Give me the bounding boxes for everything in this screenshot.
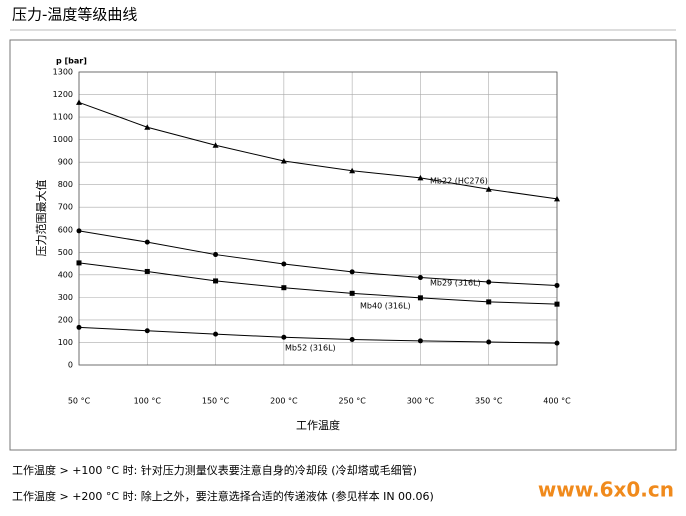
- x-tick-label: 150 °C: [202, 397, 230, 406]
- marker: [76, 228, 82, 234]
- y-tick-label: 500: [58, 248, 73, 257]
- marker: [486, 299, 492, 305]
- y-unit-label: p [bar]: [56, 57, 87, 66]
- chart-frame: [9, 39, 677, 451]
- x-tick-label: 100 °C: [134, 397, 162, 406]
- marker: [212, 142, 219, 148]
- note: 工作温度 > +100 °C 时: 针对压力测量仪表要注意自身的冷却段 (冷却塔…: [12, 463, 417, 477]
- y-tick-label: 200: [58, 315, 73, 324]
- marker: [213, 331, 219, 337]
- marker: [213, 278, 219, 284]
- series-label: Mb29 (316L): [430, 279, 481, 288]
- watermark: www.6x0.cn: [538, 478, 674, 502]
- marker: [417, 295, 423, 301]
- y-tick-label: 0: [68, 361, 73, 370]
- y-tick-label: 1200: [53, 90, 73, 99]
- marker: [281, 261, 287, 267]
- marker: [417, 275, 423, 281]
- y-tick-label: 400: [58, 270, 73, 279]
- marker: [349, 337, 355, 343]
- marker: [554, 282, 560, 288]
- marker: [144, 328, 150, 334]
- y-tick-label: 1100: [53, 113, 73, 122]
- marker: [349, 290, 355, 296]
- page-title: 压力-温度等级曲线: [12, 6, 137, 24]
- y-tick-label: 600: [58, 225, 73, 234]
- marker: [554, 195, 560, 202]
- x-tick-label: 250 °C: [338, 397, 366, 406]
- x-tick-label: 50 °C: [68, 397, 91, 406]
- marker: [554, 340, 560, 346]
- x-tick-label: 300 °C: [407, 397, 435, 406]
- marker: [417, 338, 423, 344]
- x-tick-label: 350 °C: [475, 397, 503, 406]
- plot-border: [78, 71, 558, 366]
- series-line: [78, 326, 558, 344]
- marker: [486, 279, 492, 285]
- marker: [76, 324, 82, 330]
- y-tick-label: 900: [58, 158, 73, 167]
- y-tick-label: 800: [58, 180, 73, 189]
- x-tick-label: 400 °C: [543, 397, 571, 406]
- note: 工作温度 > +200 °C 时: 除上之外，要注意选择合适的传递液体 (参见样…: [12, 489, 434, 503]
- marker: [76, 99, 82, 105]
- marker: [144, 239, 150, 245]
- marker: [486, 339, 492, 345]
- y-tick-label: 300: [58, 293, 73, 302]
- series-label: Mb52 (316L): [285, 344, 336, 353]
- x-tick-label: 200 °C: [270, 397, 298, 406]
- marker: [213, 252, 219, 258]
- marker: [554, 301, 560, 307]
- marker: [417, 174, 424, 181]
- marker: [485, 186, 492, 192]
- marker: [144, 124, 151, 130]
- y-tick-label: 1000: [53, 135, 73, 144]
- y-tick-label: 1300: [53, 68, 73, 77]
- y-tick-label: 700: [58, 203, 73, 212]
- marker: [280, 158, 287, 164]
- y-axis-title: 压力范围最大值: [34, 180, 48, 257]
- series-line: [78, 101, 558, 200]
- marker: [281, 285, 287, 291]
- series-line: [78, 230, 558, 286]
- marker: [349, 167, 356, 174]
- x-axis-title: 工作温度: [296, 418, 340, 432]
- marker: [349, 269, 355, 275]
- series-label: Mb40 (316L): [360, 302, 411, 311]
- series-line: [78, 262, 558, 305]
- series-label: Mb22 (HC276): [430, 177, 488, 186]
- marker: [281, 334, 287, 340]
- marker: [144, 268, 150, 274]
- marker: [76, 260, 82, 266]
- y-tick-label: 100: [58, 338, 73, 347]
